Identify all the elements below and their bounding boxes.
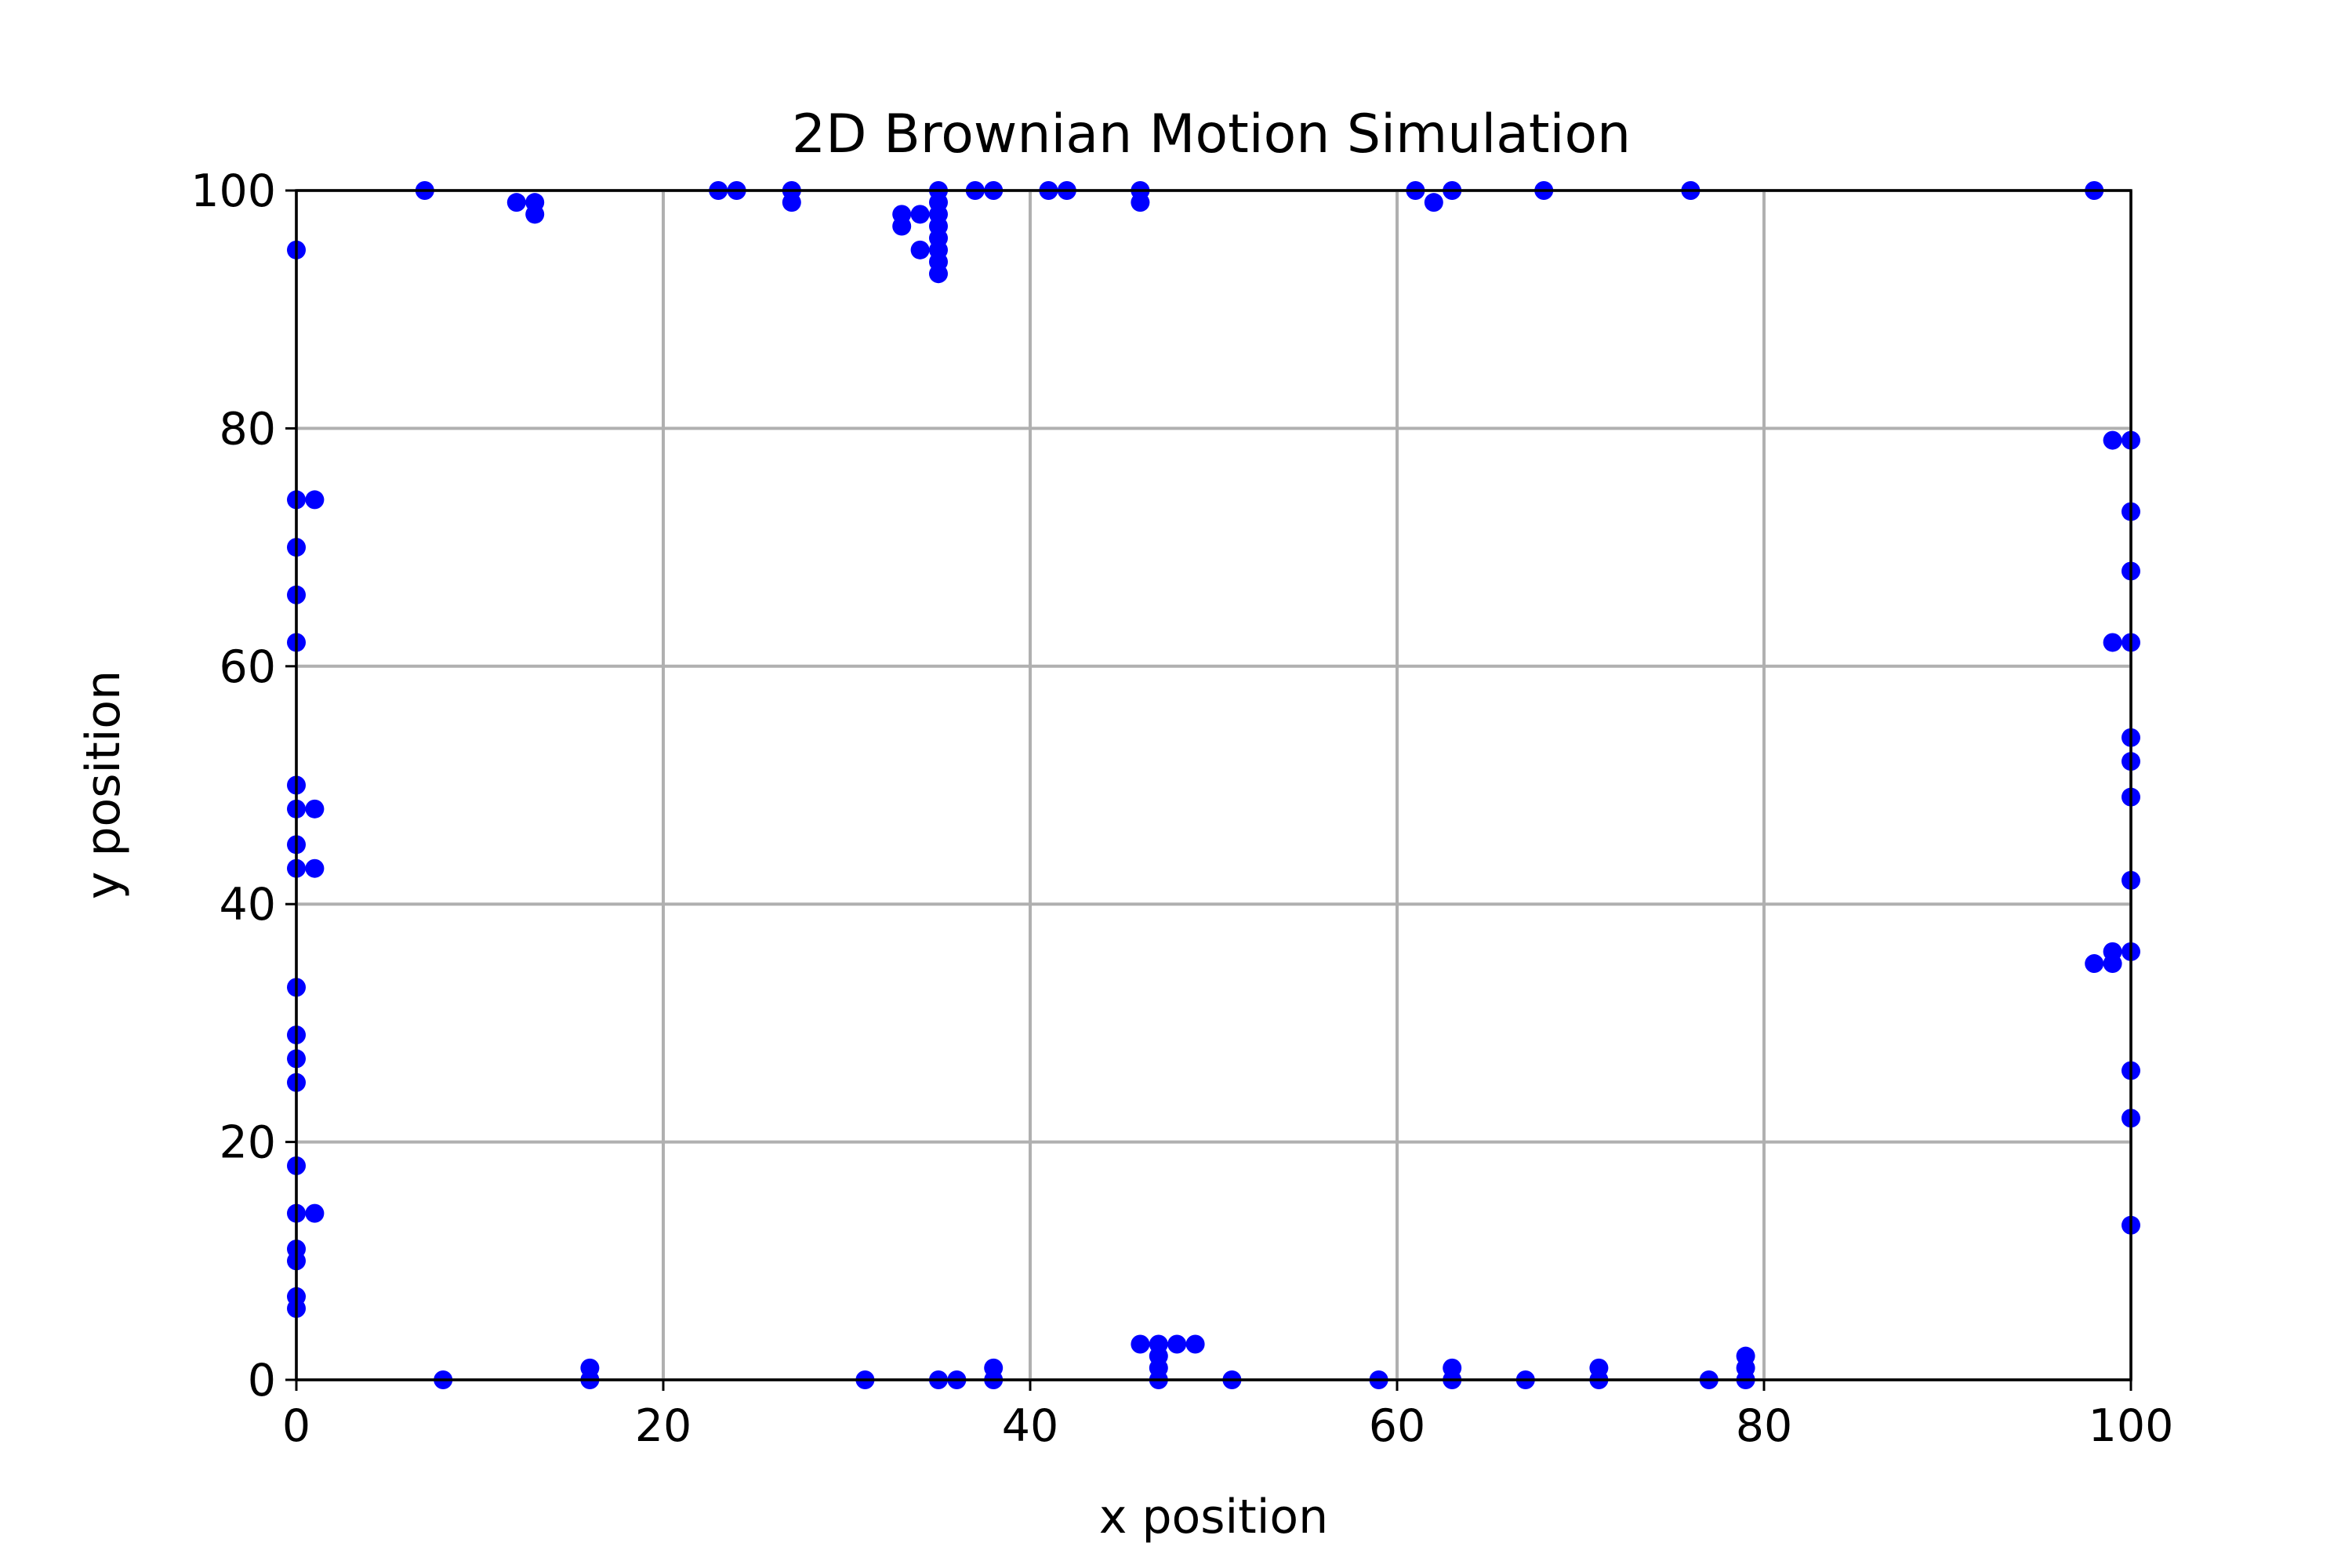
x-tick-label: 100 [2089, 1400, 2174, 1452]
data-point [1131, 1334, 1150, 1354]
x-tick-label: 40 [1002, 1400, 1059, 1452]
data-point [305, 490, 325, 510]
x-tick-label: 0 [282, 1400, 310, 1452]
data-point [2103, 430, 2122, 450]
data-point [2085, 954, 2104, 974]
data-point [2103, 954, 2122, 974]
y-axis-label: y position [76, 670, 131, 899]
data-point [1424, 193, 1443, 212]
y-tick-label: 80 [219, 403, 276, 455]
data-point [506, 193, 526, 212]
y-tick-label: 60 [219, 641, 276, 693]
data-point [1185, 1334, 1205, 1354]
data-point [782, 193, 801, 212]
data-points [287, 181, 2140, 1389]
x-tick-label: 80 [1736, 1400, 1793, 1452]
data-point [2103, 633, 2122, 652]
plot-frame [295, 189, 2132, 1381]
data-point [910, 205, 930, 224]
axis-ticks: 0 20 40 60 80 100 0 20 40 60 80 100 [191, 165, 2173, 1452]
y-tick-label: 20 [219, 1117, 276, 1169]
y-tick-label: 0 [248, 1355, 276, 1406]
data-point [305, 799, 325, 818]
x-axis-label: x position [1099, 1490, 1328, 1544]
data-point [1131, 193, 1150, 212]
y-tick-label: 40 [219, 879, 276, 931]
data-point [929, 264, 948, 284]
chart-title: 2D Brownian Motion Simulation [792, 103, 1631, 165]
data-point [305, 1203, 325, 1223]
data-point [892, 216, 912, 236]
x-tick-label: 20 [635, 1400, 692, 1452]
y-tick-label: 100 [191, 165, 276, 217]
data-point [305, 858, 325, 878]
data-point [525, 205, 545, 224]
x-tick-label: 60 [1369, 1400, 1426, 1452]
data-point [1167, 1334, 1187, 1354]
data-point [910, 240, 930, 260]
